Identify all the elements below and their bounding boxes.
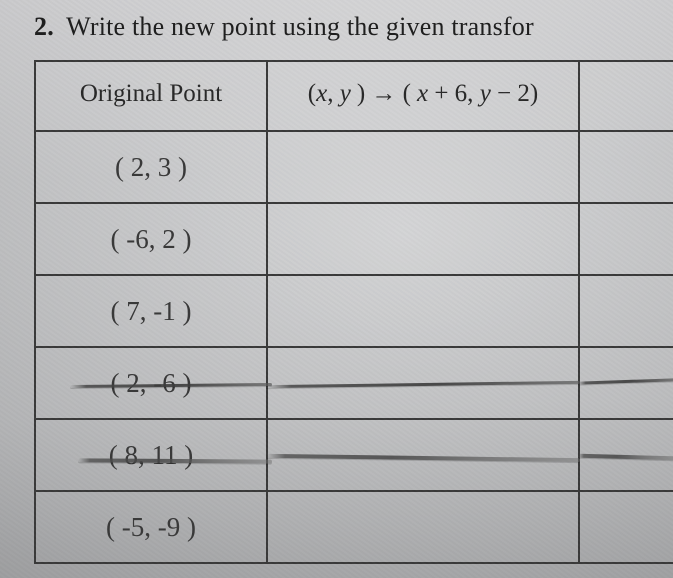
table-row: ( 2, -6 ) xyxy=(35,347,673,419)
cell-extra xyxy=(579,491,673,563)
strike-line xyxy=(578,378,673,384)
header-extra xyxy=(579,61,673,131)
cell-extra xyxy=(579,131,673,203)
cell-answer xyxy=(267,131,579,203)
cell-answer xyxy=(267,491,579,563)
header-rule: (x, y) → (x + 6, y − 2) xyxy=(267,61,579,131)
strike-line xyxy=(266,454,580,462)
cell-original: ( 8, 11 ) xyxy=(35,419,267,491)
table-row: ( -6, 2 ) xyxy=(35,203,673,275)
table-body: ( 2, 3 ) ( -6, 2 ) ( 7, -1 ) ( 2, -6 ) xyxy=(35,131,673,563)
table-header-row: Original Point (x, y) → (x + 6, y − 2) xyxy=(35,61,673,131)
cell-extra xyxy=(579,275,673,347)
strike-line xyxy=(266,381,580,388)
table-row: ( 8, 11 ) xyxy=(35,419,673,491)
cell-answer xyxy=(267,275,579,347)
cell-answer xyxy=(267,347,579,419)
cell-extra xyxy=(579,419,673,491)
cell-extra xyxy=(579,347,673,419)
question-number: 2. xyxy=(34,12,54,41)
cell-original: ( -6, 2 ) xyxy=(35,203,267,275)
strike-line xyxy=(78,458,272,463)
cell-answer xyxy=(267,203,579,275)
table-row: ( 2, 3 ) xyxy=(35,131,673,203)
header-original: Original Point xyxy=(35,61,267,131)
cell-answer xyxy=(267,419,579,491)
cell-original: ( 2, -6 ) xyxy=(35,347,267,419)
cell-original: ( -5, -9 ) xyxy=(35,491,267,563)
table-row: ( -5, -9 ) xyxy=(35,491,673,563)
cell-extra xyxy=(579,203,673,275)
strike-line xyxy=(578,454,673,461)
worksheet-page: 2. Write the new point using the given t… xyxy=(0,0,673,578)
table-row: ( 7, -1 ) xyxy=(35,275,673,347)
cell-original: ( 7, -1 ) xyxy=(35,275,267,347)
question-prompt: 2. Write the new point using the given t… xyxy=(34,12,673,42)
cell-original: ( 2, 3 ) xyxy=(35,131,267,203)
question-text: Write the new point using the given tran… xyxy=(66,12,534,41)
transformation-table: Original Point (x, y) → (x + 6, y − 2) (… xyxy=(34,60,673,564)
